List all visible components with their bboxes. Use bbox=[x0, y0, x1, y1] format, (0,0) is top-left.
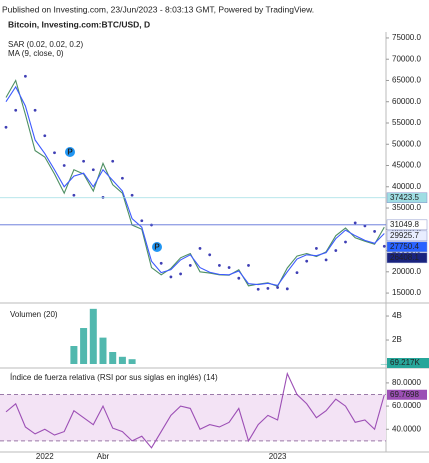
sar-dot bbox=[14, 108, 18, 112]
y-tick-label: 75000.0 bbox=[392, 33, 421, 42]
sar-dot bbox=[4, 125, 8, 129]
price-label-box bbox=[386, 252, 428, 264]
panel-title: Índice de fuerza relativa (RSI por sus s… bbox=[10, 373, 218, 382]
sar-dot bbox=[24, 74, 27, 78]
chart-title: Bitcoin, Investing.com:BTC/USD, D bbox=[8, 19, 150, 29]
series-line bbox=[5, 85, 385, 287]
volume-bar bbox=[99, 337, 107, 364]
y-tick-label: 35000.0 bbox=[392, 203, 421, 212]
rsi-band bbox=[0, 394, 386, 441]
y-tick-label: 70000.0 bbox=[392, 54, 421, 63]
price-label: 31049.8 bbox=[390, 220, 419, 229]
sar-dot bbox=[266, 286, 270, 290]
price-label: 27750.4 bbox=[390, 242, 419, 251]
price-label-box bbox=[386, 230, 428, 242]
y-tick-label: 65000.0 bbox=[392, 76, 421, 85]
sar-dot bbox=[285, 287, 289, 291]
price-label-box bbox=[386, 219, 428, 231]
volume-bar bbox=[128, 359, 136, 364]
event-icon bbox=[65, 147, 75, 157]
price-label: 26408.1 bbox=[390, 253, 419, 262]
y-tick-label: 15000.0 bbox=[392, 288, 421, 297]
sar-dot bbox=[53, 151, 56, 155]
x-tick-label: Abr bbox=[97, 452, 110, 461]
sar-dot bbox=[91, 168, 95, 172]
volume-bar bbox=[80, 328, 88, 364]
sar-dot bbox=[159, 261, 163, 265]
sar-dot bbox=[227, 266, 231, 269]
value-label-box bbox=[387, 389, 427, 400]
value-label-box bbox=[387, 357, 429, 368]
sar-dot bbox=[344, 240, 347, 244]
sar-dot bbox=[33, 108, 37, 112]
value-label: 69.217K bbox=[390, 358, 420, 367]
legend-entry: MA (9, close, 0) bbox=[8, 49, 64, 58]
series-line bbox=[5, 371, 385, 449]
sar-dot bbox=[256, 287, 260, 291]
sar-dot bbox=[140, 219, 144, 223]
price-label: 29925.7 bbox=[390, 231, 419, 240]
sar-dot bbox=[353, 221, 357, 225]
volume-bar bbox=[118, 356, 126, 364]
sar-dot bbox=[324, 258, 328, 262]
x-tick-label: 2023 bbox=[269, 452, 287, 461]
volume-bar bbox=[380, 363, 388, 365]
y-tick-label: 60.0000 bbox=[392, 401, 421, 410]
event-icon bbox=[152, 242, 162, 252]
y-tick-label: 60000.0 bbox=[392, 97, 421, 106]
sar-dot bbox=[43, 134, 47, 138]
volume-bar bbox=[70, 346, 78, 364]
sar-dot bbox=[111, 159, 115, 163]
sar-dot bbox=[188, 264, 192, 267]
sar-dot bbox=[208, 253, 212, 257]
sar-dot bbox=[130, 193, 134, 197]
y-tick-label: 50000.0 bbox=[392, 139, 421, 148]
sar-dot bbox=[72, 193, 76, 197]
sar-dot bbox=[179, 272, 183, 276]
sar-dot bbox=[334, 249, 338, 252]
sar-dot bbox=[305, 259, 309, 263]
y-tick-label: 40000.0 bbox=[392, 182, 421, 191]
sar-dot bbox=[237, 276, 241, 280]
y-tick-label: 4B bbox=[392, 311, 402, 320]
sar-dot bbox=[121, 176, 124, 180]
event-label: P bbox=[67, 148, 73, 157]
sar-dot bbox=[82, 159, 85, 163]
sar-dot bbox=[247, 264, 250, 267]
sar-dot bbox=[198, 247, 202, 250]
y-tick-label: 2B bbox=[392, 335, 402, 344]
price-label-box bbox=[386, 241, 428, 253]
sar-dot bbox=[373, 230, 376, 233]
y-tick-label: 55000.0 bbox=[392, 118, 421, 127]
price-label-box bbox=[386, 192, 428, 203]
sar-dot bbox=[169, 275, 173, 279]
sar-dot bbox=[218, 264, 221, 267]
event-label: P bbox=[154, 243, 160, 252]
legend-entry: SAR (0.02, 0.02, 0.2) bbox=[8, 40, 83, 49]
price-label: 37423.5 bbox=[390, 193, 419, 202]
sar-dot bbox=[276, 286, 279, 289]
volume-bar bbox=[109, 352, 117, 364]
sar-dot bbox=[295, 271, 299, 275]
panel-title: Volumen (20) bbox=[10, 310, 58, 319]
y-tick-label: 20000.0 bbox=[392, 267, 421, 276]
header: Published on Investing.com, 23/Jun/2023 … bbox=[2, 4, 314, 14]
sar-dot bbox=[315, 247, 318, 250]
sar-dot bbox=[62, 164, 66, 167]
y-tick-label: 45000.0 bbox=[392, 161, 421, 170]
y-tick-label: 40.0000 bbox=[392, 424, 421, 433]
value-label: 69.7698 bbox=[390, 390, 419, 399]
volume-bar bbox=[89, 308, 97, 364]
x-tick-label: 2022 bbox=[36, 452, 54, 461]
y-tick-label: 80.0000 bbox=[392, 378, 421, 387]
sar-dot bbox=[382, 244, 386, 248]
